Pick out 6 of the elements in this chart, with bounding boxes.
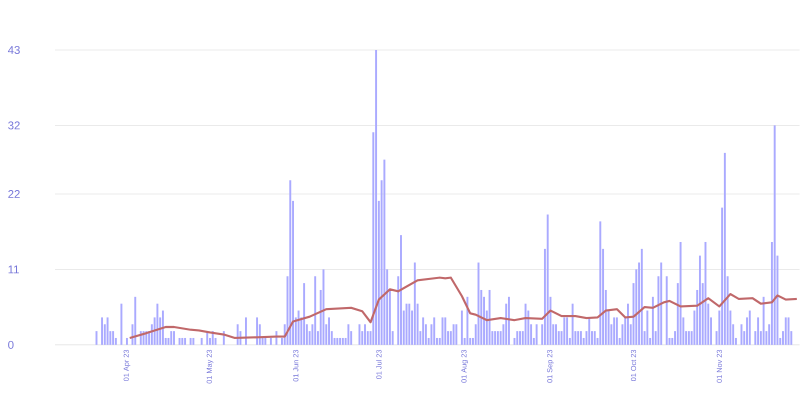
y-tick-label: 0	[8, 340, 14, 349]
y-tick-label: 11	[8, 266, 19, 274]
y-tick-label: 22	[8, 190, 20, 198]
y-tick-label: 32	[8, 121, 20, 130]
y-tick-label: 43	[8, 46, 20, 54]
line-series	[128, 276, 798, 340]
